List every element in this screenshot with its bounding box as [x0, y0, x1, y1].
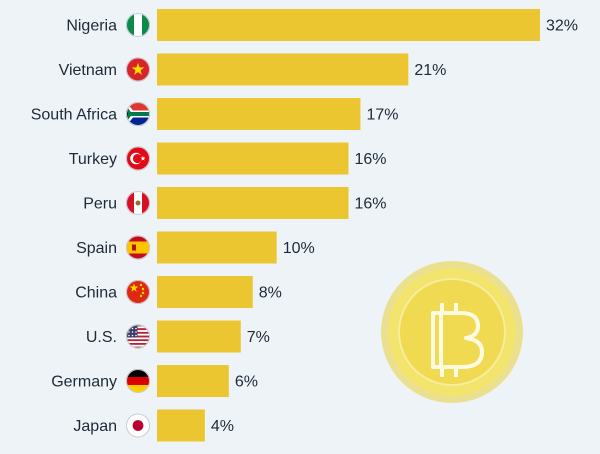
bar — [157, 231, 277, 264]
germany-flag-icon — [126, 369, 150, 393]
chart-rows: Nigeria 32% Vietnam 21% South Africa 17% Turke… — [31, 9, 578, 442]
bar — [157, 142, 349, 175]
vietnam-flag-icon — [126, 57, 150, 82]
value-label: 21% — [414, 62, 446, 79]
value-label: 17% — [366, 107, 398, 124]
bar-row: South Africa 17% — [31, 98, 399, 130]
value-label: 32% — [546, 18, 578, 35]
bar-row: Spain 10% — [76, 231, 315, 264]
category-label: Spain — [76, 240, 117, 257]
bar — [157, 187, 349, 219]
category-label: Japan — [73, 418, 117, 435]
south-africa-flag-icon — [126, 102, 150, 126]
value-label: 7% — [247, 329, 270, 346]
bar-row: Germany 6% — [51, 365, 258, 397]
value-label: 10% — [283, 240, 315, 257]
category-label: Germany — [51, 374, 117, 391]
category-label: China — [75, 285, 117, 302]
bar-row: Vietnam 21% — [59, 53, 446, 86]
value-label: 16% — [355, 196, 387, 213]
category-label: Vietnam — [59, 62, 117, 79]
value-label: 4% — [211, 418, 234, 435]
bar — [157, 365, 229, 397]
bar — [157, 320, 241, 353]
category-label: Peru — [83, 196, 117, 213]
value-label: 8% — [259, 285, 282, 302]
bar-row: Peru 16% — [83, 187, 387, 219]
category-label: Nigeria — [66, 18, 117, 35]
bar — [157, 98, 361, 130]
bar — [157, 276, 253, 308]
bar-row: China 8% — [75, 276, 282, 308]
bar-row: Nigeria 32% — [66, 9, 578, 41]
bar-row: U.S. 7% — [86, 320, 270, 353]
peru-flag-icon — [126, 191, 150, 215]
turkey-flag-icon — [126, 146, 150, 171]
bar — [157, 53, 409, 86]
bar-row: Turkey 16% — [69, 142, 387, 175]
value-label: 6% — [235, 374, 258, 391]
bar — [157, 409, 205, 442]
spain-flag-icon — [126, 235, 150, 260]
china-flag-icon — [126, 280, 150, 304]
japan-flag-icon — [126, 413, 150, 438]
nigeria-flag-icon — [126, 13, 150, 37]
category-label: Turkey — [69, 151, 117, 168]
category-label: U.S. — [86, 329, 117, 346]
bar — [157, 9, 540, 41]
value-label: 16% — [355, 151, 387, 168]
bitcoin-coin-icon — [381, 261, 523, 403]
category-label: South Africa — [31, 107, 117, 124]
bar-row: Japan 4% — [73, 409, 234, 442]
us-flag-icon — [126, 324, 150, 349]
